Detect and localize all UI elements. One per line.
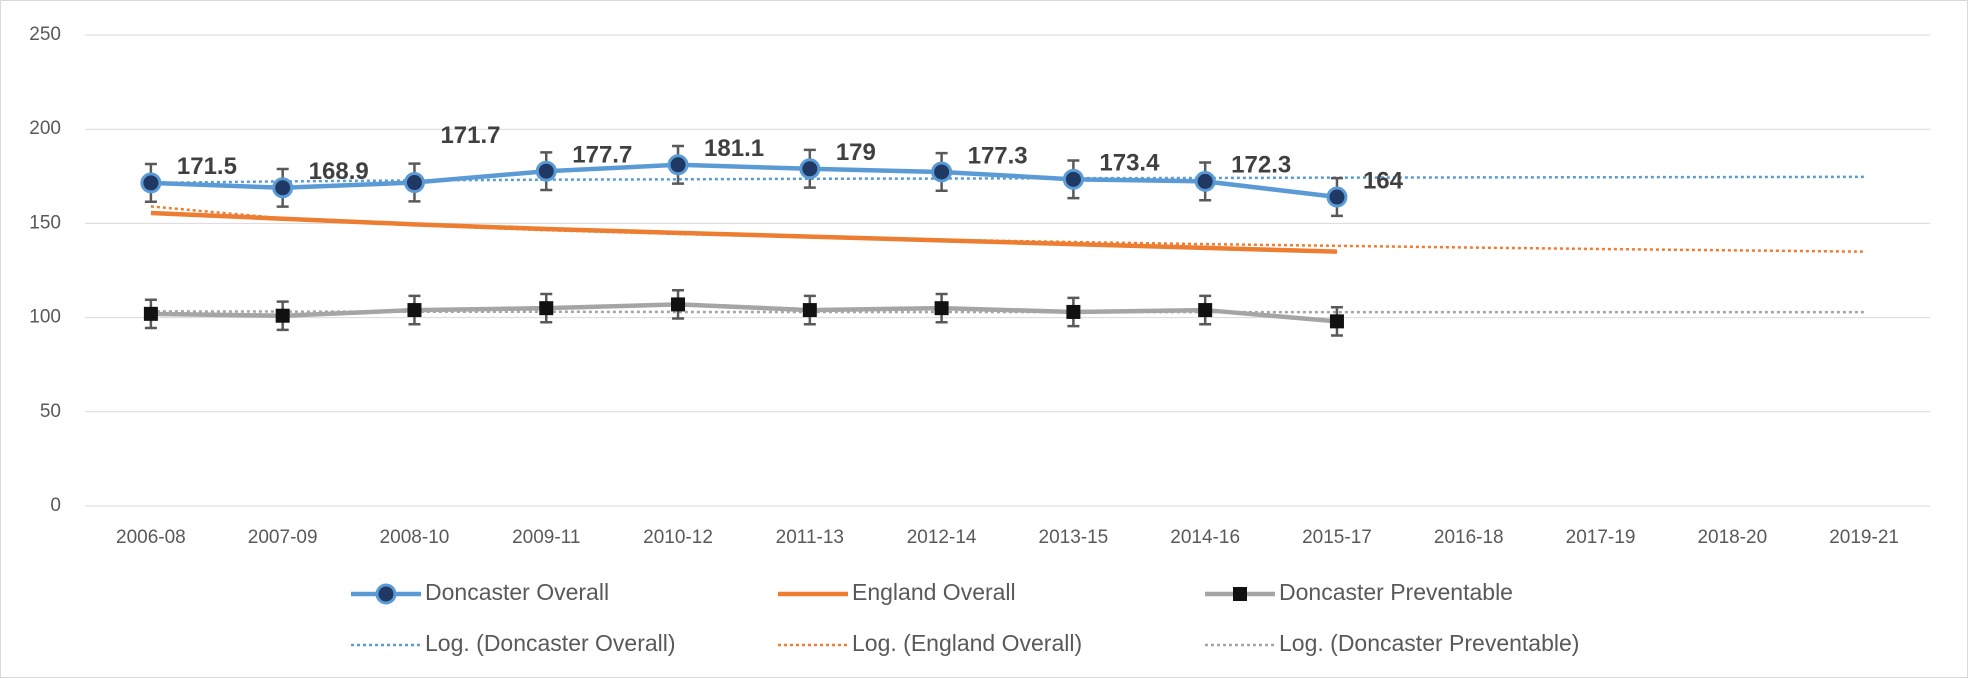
y-tick-label: 250 (29, 24, 61, 45)
marker (799, 158, 821, 180)
y-tick-label: 50 (40, 401, 61, 422)
marker (272, 177, 294, 199)
data-label: 181.1 (704, 135, 764, 162)
marker (1198, 303, 1213, 318)
legend-label: Log. (Doncaster Overall) (425, 630, 676, 656)
marker (140, 172, 162, 194)
data-label: 168.9 (309, 158, 369, 185)
x-tick-label: 2014-16 (1170, 527, 1240, 548)
marker (931, 161, 953, 183)
legend-label: Doncaster Overall (425, 579, 609, 605)
x-tick-label: 2010-12 (643, 527, 713, 548)
x-tick-label: 2016-18 (1434, 527, 1504, 548)
y-tick-label: 200 (29, 118, 61, 139)
marker (539, 301, 554, 316)
data-label: 164 (1363, 167, 1404, 194)
marker (802, 303, 817, 318)
legend-label: Log. (England Overall) (852, 630, 1082, 656)
legend-marker (375, 583, 397, 605)
x-tick-label: 2015-17 (1302, 527, 1372, 548)
marker (403, 172, 425, 194)
x-tick-label: 2017-19 (1566, 527, 1636, 548)
data-label: 173.4 (1099, 150, 1160, 177)
marker (1326, 186, 1348, 208)
marker (1194, 170, 1216, 192)
x-tick-label: 2019-21 (1829, 527, 1899, 548)
x-tick-label: 2018-20 (1697, 527, 1767, 548)
y-tick-label: 0 (50, 495, 61, 516)
x-tick-label: 2008-10 (380, 527, 450, 548)
data-label: 177.3 (968, 142, 1028, 169)
legend-marker (1233, 587, 1247, 601)
series-line (150, 162, 1338, 200)
legend-label: England Overall (852, 579, 1016, 605)
data-label: 171.5 (177, 153, 237, 180)
marker (671, 297, 686, 312)
x-tick-label: 2009-11 (512, 527, 580, 548)
y-tick-label: 150 (29, 212, 61, 233)
legend-label: Doncaster Preventable (1279, 579, 1513, 605)
data-label: 177.7 (572, 142, 632, 169)
marker (407, 303, 422, 318)
marker (143, 306, 158, 321)
marker (275, 308, 290, 323)
series-line (150, 302, 1338, 324)
series-line (150, 210, 1338, 254)
marker (1062, 168, 1084, 190)
legend-label: Log. (Doncaster Preventable) (1279, 630, 1579, 656)
x-tick-label: 2011-13 (776, 527, 844, 548)
x-tick-label: 2007-09 (248, 527, 318, 548)
x-tick-label: 2013-15 (1039, 527, 1109, 548)
marker (667, 154, 689, 176)
x-tick-label: 2012-14 (907, 527, 977, 548)
marker (535, 160, 557, 182)
trend-line (150, 205, 1865, 253)
marker (1329, 314, 1344, 329)
data-label: 179 (836, 139, 876, 166)
x-tick-label: 2006-08 (116, 527, 186, 548)
data-label: 171.7 (440, 122, 500, 149)
y-tick-label: 100 (29, 307, 61, 328)
data-label: 172.3 (1231, 152, 1291, 179)
marker (1066, 304, 1081, 319)
marker (934, 301, 949, 316)
